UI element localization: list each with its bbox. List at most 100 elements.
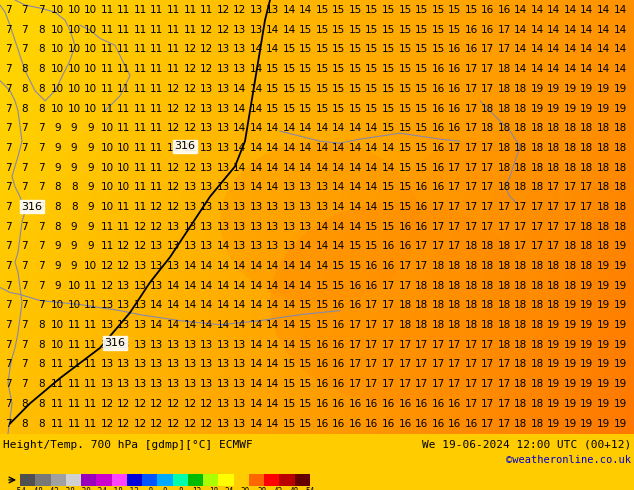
Text: 15: 15 [332,64,346,74]
Text: 13: 13 [200,123,213,133]
Text: 17: 17 [431,242,444,251]
Text: 12: 12 [183,103,197,114]
Text: 16: 16 [316,418,329,429]
Text: 14: 14 [216,281,230,291]
Text: 9: 9 [87,242,94,251]
Text: 14: 14 [233,143,246,153]
Text: 11: 11 [150,64,164,74]
Text: 8: 8 [21,418,28,429]
Text: 10: 10 [101,182,114,192]
Text: 14: 14 [250,143,262,153]
Text: 12: 12 [193,487,202,490]
Text: 12: 12 [216,25,230,35]
Text: 15: 15 [398,25,411,35]
Text: 8: 8 [21,103,28,114]
Text: 11: 11 [134,84,147,94]
Text: 17: 17 [448,242,461,251]
Text: 18: 18 [514,281,527,291]
Text: 13: 13 [183,360,197,369]
Text: 14: 14 [266,182,279,192]
Text: 17: 17 [465,84,478,94]
Text: 13: 13 [134,360,147,369]
Text: 14: 14 [250,182,262,192]
Text: 10: 10 [51,25,64,35]
Text: 15: 15 [398,123,411,133]
Text: 13: 13 [200,103,213,114]
Text: 14: 14 [349,202,362,212]
Text: 18: 18 [448,320,461,330]
Text: 9: 9 [71,123,77,133]
Text: 7: 7 [4,25,11,35]
Text: 10: 10 [51,340,64,350]
Text: 19: 19 [613,418,626,429]
Text: 17: 17 [547,242,560,251]
Text: 17: 17 [465,64,478,74]
Text: 16: 16 [382,399,395,409]
Text: 18: 18 [514,418,527,429]
Text: 7: 7 [38,5,44,15]
Text: 12: 12 [101,261,114,271]
Text: 13: 13 [250,5,262,15]
Text: 15: 15 [316,45,329,54]
Text: 13: 13 [216,143,230,153]
Text: 17: 17 [481,182,495,192]
Text: 7: 7 [38,281,44,291]
Text: 14: 14 [283,123,296,133]
Text: 12: 12 [101,399,114,409]
Text: 18: 18 [514,163,527,172]
Text: 18: 18 [531,320,544,330]
Text: 14: 14 [233,320,246,330]
Text: 17: 17 [398,261,411,271]
Text: 19: 19 [613,360,626,369]
Text: 12: 12 [233,5,246,15]
Text: 17: 17 [514,221,527,232]
Text: 9: 9 [87,123,94,133]
Text: 15: 15 [299,25,313,35]
Text: 7: 7 [4,221,11,232]
Text: 14: 14 [299,281,313,291]
Text: 12: 12 [167,143,180,153]
Text: 7: 7 [4,399,11,409]
Text: 18: 18 [580,242,593,251]
Text: 17: 17 [514,202,527,212]
Text: 16: 16 [465,418,478,429]
Text: 14: 14 [564,5,577,15]
Text: 16: 16 [431,64,444,74]
Text: 13: 13 [117,379,131,389]
Text: 11: 11 [117,25,131,35]
Text: 14: 14 [365,202,378,212]
Text: 14: 14 [250,261,262,271]
Text: 17: 17 [531,221,544,232]
Text: 16: 16 [332,360,346,369]
Text: 11: 11 [51,379,64,389]
Text: 18: 18 [597,182,610,192]
Text: 15: 15 [332,261,346,271]
Text: 15: 15 [365,25,378,35]
Text: 16: 16 [382,242,395,251]
Text: 10: 10 [84,103,97,114]
Text: 14: 14 [283,320,296,330]
Text: 19: 19 [564,300,577,311]
Text: 14: 14 [332,242,346,251]
Text: 15: 15 [299,379,313,389]
Text: 18: 18 [514,340,527,350]
Text: -38: -38 [61,487,75,490]
Text: 11: 11 [51,399,64,409]
Text: 11: 11 [84,300,98,311]
Text: 7: 7 [21,320,28,330]
Text: 16: 16 [481,25,495,35]
Text: 14: 14 [167,320,180,330]
Text: 12: 12 [117,399,131,409]
Text: 17: 17 [382,300,395,311]
Text: 11: 11 [84,320,98,330]
Text: 19: 19 [531,103,544,114]
Text: 17: 17 [431,379,444,389]
Text: 16: 16 [382,418,395,429]
Text: 15: 15 [431,5,444,15]
Text: 18: 18 [498,103,511,114]
Text: 11: 11 [134,64,147,74]
Text: 11: 11 [68,320,81,330]
Text: 9: 9 [87,143,94,153]
Text: 17: 17 [531,242,544,251]
Text: 15: 15 [283,103,296,114]
